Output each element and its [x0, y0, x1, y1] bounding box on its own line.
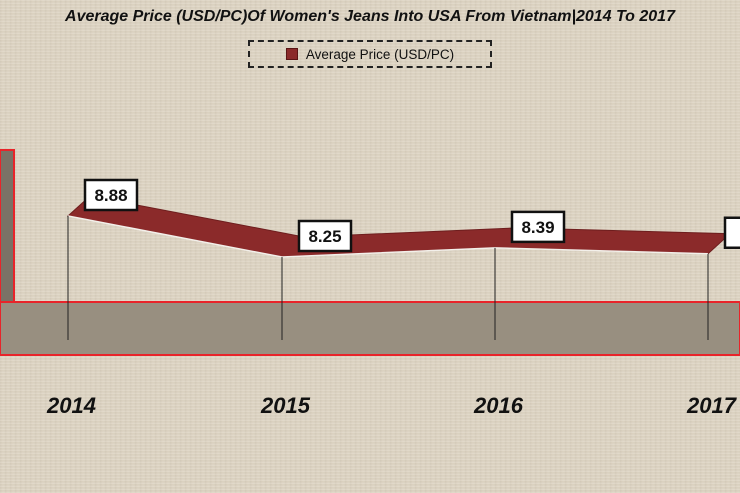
data-label-box [83, 178, 139, 212]
x-tick-label: 2015 [260, 393, 311, 418]
chart-legend: Average Price (USD/PC) [248, 40, 492, 68]
chart-floor [0, 301, 740, 356]
data-label: 8.25 [308, 227, 341, 246]
data-label-box [297, 219, 353, 253]
chart-title: Average Price (USD/PC)Of Women's Jeans I… [65, 8, 675, 25]
back-wall [0, 149, 15, 303]
series-line [67, 215, 709, 258]
x-tick-label: 2016 [473, 393, 524, 418]
x-tick-label: 2014 [46, 393, 96, 418]
legend-swatch [285, 48, 298, 60]
data-label: 8.39 [521, 218, 554, 237]
data-label-box [723, 216, 740, 249]
data-label: 8.88 [94, 186, 127, 205]
legend-label: Average Price (USD/PC) [305, 46, 455, 62]
x-tick-label: 2017 [686, 393, 738, 418]
series-ribbon [66, 195, 732, 258]
data-label-box [510, 210, 566, 244]
